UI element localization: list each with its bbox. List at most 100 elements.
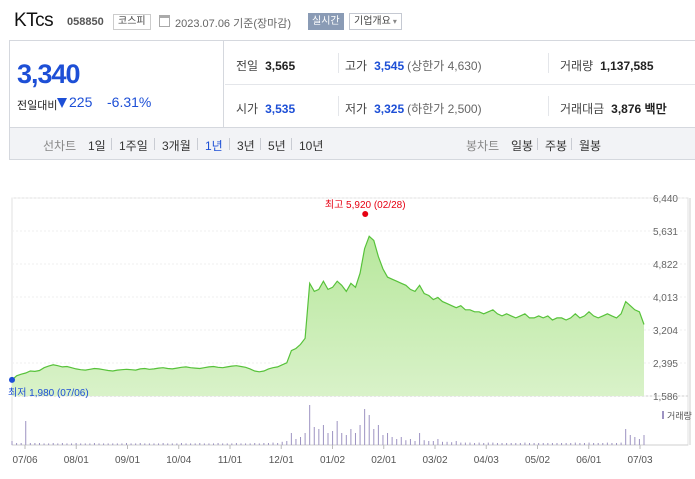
- max-label: 최고 5,920 (02/28): [325, 199, 406, 211]
- x-tick-label: 07/03: [627, 455, 652, 466]
- volume-bar: [290, 433, 292, 445]
- tab-10y[interactable]: 10년: [299, 139, 324, 153]
- volume-bar: [341, 433, 343, 445]
- tab-5y[interactable]: 5년: [268, 139, 286, 153]
- tab-1y[interactable]: 1년: [205, 139, 223, 153]
- tab-3m[interactable]: 3개월: [162, 139, 191, 153]
- volume-bar: [556, 443, 558, 445]
- price-area-fill: [12, 236, 644, 396]
- volume-bar: [300, 437, 302, 445]
- volume-bar: [20, 443, 22, 445]
- min-label: 최저 1,980 (07/06): [8, 387, 89, 399]
- volume-bar: [327, 433, 329, 445]
- volume-bar: [478, 442, 480, 445]
- tab-1d[interactable]: 1일: [88, 139, 106, 153]
- volume-bar: [34, 443, 36, 445]
- x-tick-label: 09/01: [115, 455, 140, 466]
- volume-bar: [354, 433, 356, 445]
- x-tick-label: 10/04: [166, 455, 191, 466]
- y-tick-label: 2,395: [653, 359, 678, 370]
- volume-bar: [441, 441, 443, 445]
- company-info-button[interactable]: 기업개요 ▾: [349, 13, 402, 30]
- volume-bar: [38, 443, 40, 445]
- volume-bar: [455, 441, 457, 445]
- volume-bar: [368, 415, 370, 445]
- x-tick-label: 01/02: [320, 455, 345, 466]
- low-value: 3,325: [374, 102, 405, 116]
- volume-bar: [318, 429, 320, 445]
- volume-bar: [529, 443, 531, 445]
- base-date: 2023.07.06 기준(장마감): [175, 18, 292, 30]
- realtime-button[interactable]: 실시간: [308, 13, 344, 30]
- x-tick-label: 12/01: [269, 455, 294, 466]
- volume-bar: [400, 437, 402, 445]
- y-tick-label: 6,440: [653, 194, 678, 205]
- volume-bar: [258, 443, 260, 445]
- volume-bar: [309, 405, 311, 445]
- volume-bar: [116, 443, 118, 445]
- volume-bar: [89, 443, 91, 445]
- volume-bar: [16, 443, 18, 445]
- stock-name: KTcs: [14, 10, 54, 31]
- x-tick-label: 05/02: [525, 455, 550, 466]
- volume-bar: [57, 443, 59, 445]
- y-tick-label: 4,822: [653, 260, 678, 271]
- volume-bar: [52, 443, 54, 445]
- volume-bar: [515, 443, 517, 445]
- volume-bar: [199, 443, 201, 445]
- open-value: 3,535: [265, 102, 296, 116]
- volume-bar: [570, 443, 572, 445]
- volume-bar: [551, 443, 553, 445]
- volume-bar: [190, 443, 192, 445]
- volume-bar: [611, 443, 613, 445]
- volume-bar: [304, 433, 306, 445]
- volume-bar: [336, 421, 338, 445]
- tab-1w[interactable]: 1주일: [119, 139, 148, 153]
- tab-3y[interactable]: 3년: [237, 139, 255, 153]
- volume-bar: [180, 443, 182, 445]
- volume-bar: [373, 429, 375, 445]
- volume-bar: [396, 439, 398, 445]
- volume-bar: [107, 443, 109, 445]
- volume-bar: [606, 442, 608, 445]
- volume-bar: [103, 443, 105, 445]
- volume-bar: [222, 443, 224, 445]
- volume-bar: [409, 439, 411, 445]
- volume-bar: [240, 443, 242, 445]
- tab-monthly[interactable]: 월봉: [579, 139, 602, 153]
- volume-bar: [597, 443, 599, 445]
- volume-bar: [148, 443, 150, 445]
- volume-bar: [171, 443, 173, 445]
- volume-bar: [162, 443, 164, 445]
- volume-bar: [474, 443, 476, 445]
- volume-bar: [469, 442, 471, 445]
- down-arrow-icon: [57, 98, 67, 108]
- volume-bar: [125, 443, 127, 445]
- change-label: 전일대비: [17, 100, 58, 112]
- change-value: 225: [69, 94, 93, 110]
- volume-bar: [446, 441, 448, 445]
- volume-bar: [496, 443, 498, 445]
- volume-bar: [135, 443, 137, 445]
- price-line: [11, 235, 645, 381]
- volume-bar: [93, 443, 95, 445]
- volume-bar: [451, 442, 453, 445]
- x-tick-label: 04/03: [474, 455, 499, 466]
- volume-bar: [48, 443, 50, 445]
- volume-bar: [322, 425, 324, 445]
- tab-weekly[interactable]: 주봉: [545, 139, 568, 153]
- volume-bar: [213, 443, 215, 445]
- volume-bar: [506, 443, 508, 445]
- candle-chart-label: 봉차트: [466, 139, 500, 153]
- tab-daily[interactable]: 일봉: [511, 139, 534, 153]
- volume-bar: [313, 427, 315, 445]
- open-label: 시가: [236, 102, 259, 116]
- stock-header: KTcs 058850 코스피 2023.07.06 기준(장마감) 실시간 기…: [0, 0, 695, 40]
- lower-limit: (하한가 2,500): [407, 102, 482, 116]
- volume-bar: [364, 409, 366, 445]
- x-tick-label: 03/02: [422, 455, 447, 466]
- volume-bar: [203, 443, 205, 445]
- volume-bar: [286, 441, 288, 445]
- volume-bar: [254, 443, 256, 445]
